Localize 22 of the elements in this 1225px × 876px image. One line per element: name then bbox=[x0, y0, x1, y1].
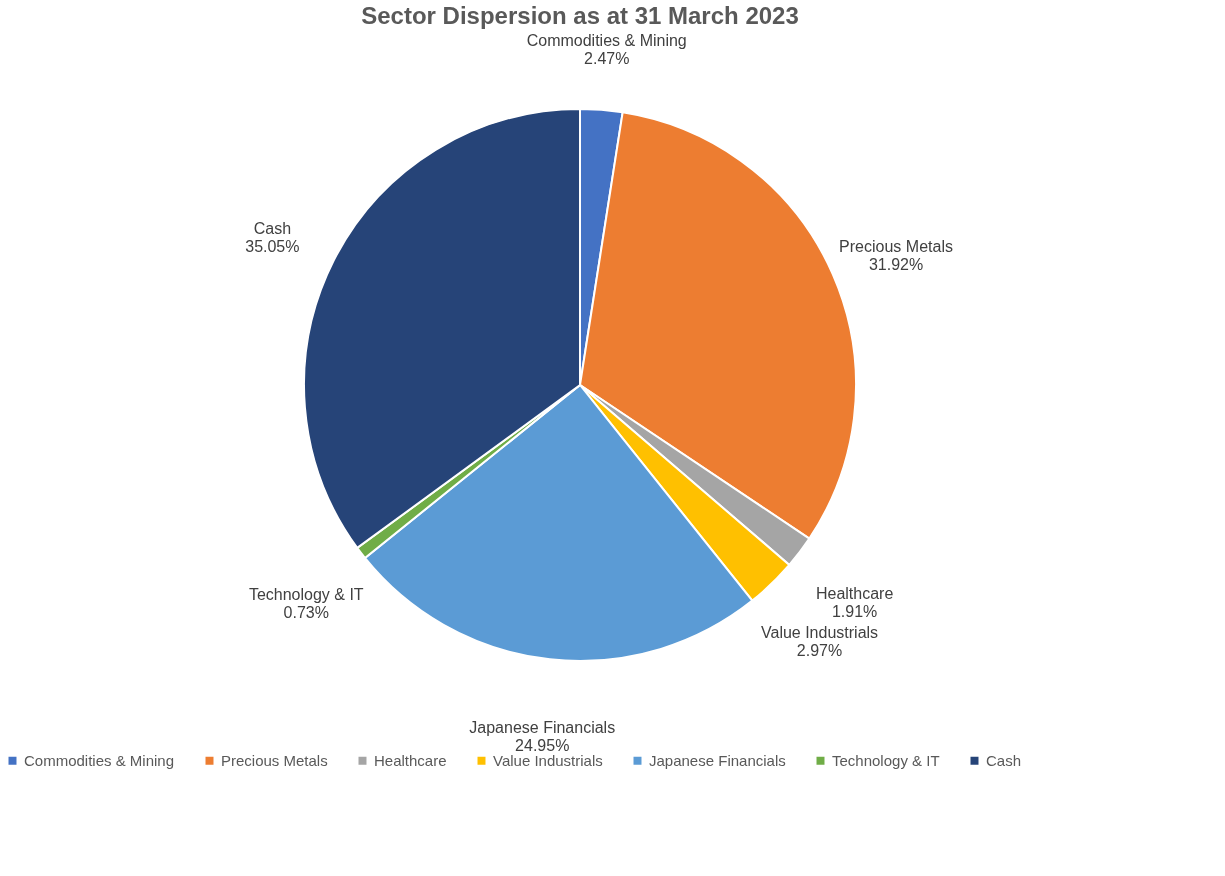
data-label: 31.92% bbox=[868, 255, 924, 273]
slice-label: Value Industrials bbox=[760, 624, 879, 642]
legend-label: Cash bbox=[986, 751, 1022, 769]
data-label: 2.47% bbox=[584, 50, 630, 68]
slice-label: Japanese Financials bbox=[469, 718, 616, 736]
legend-label: Healthcare bbox=[374, 751, 447, 769]
slice-label: Precious Metals bbox=[839, 237, 953, 255]
slice-label: Cash bbox=[253, 219, 292, 237]
legend-label: Precious Metals bbox=[221, 751, 328, 769]
chart-title: Sector Dispersion as at 31 March 2023 bbox=[361, 2, 799, 30]
data-label: 2.97% bbox=[796, 642, 843, 660]
slice-label: Technology & IT bbox=[248, 585, 364, 603]
data-label: 35.05% bbox=[245, 237, 300, 255]
legend-label: Commodities & Mining bbox=[24, 751, 175, 769]
data-label: 1.91% bbox=[831, 602, 878, 620]
slice-label: Commodities & Mining bbox=[526, 32, 687, 50]
data-label: 24.95% bbox=[515, 736, 570, 754]
legend-label: Value Industrials bbox=[493, 751, 603, 769]
slice-label: Healthcare bbox=[815, 584, 894, 602]
legend-label: Japanese Financials bbox=[649, 751, 786, 769]
data-label: 0.73% bbox=[283, 603, 329, 621]
legend-label: Technology & IT bbox=[832, 751, 940, 769]
